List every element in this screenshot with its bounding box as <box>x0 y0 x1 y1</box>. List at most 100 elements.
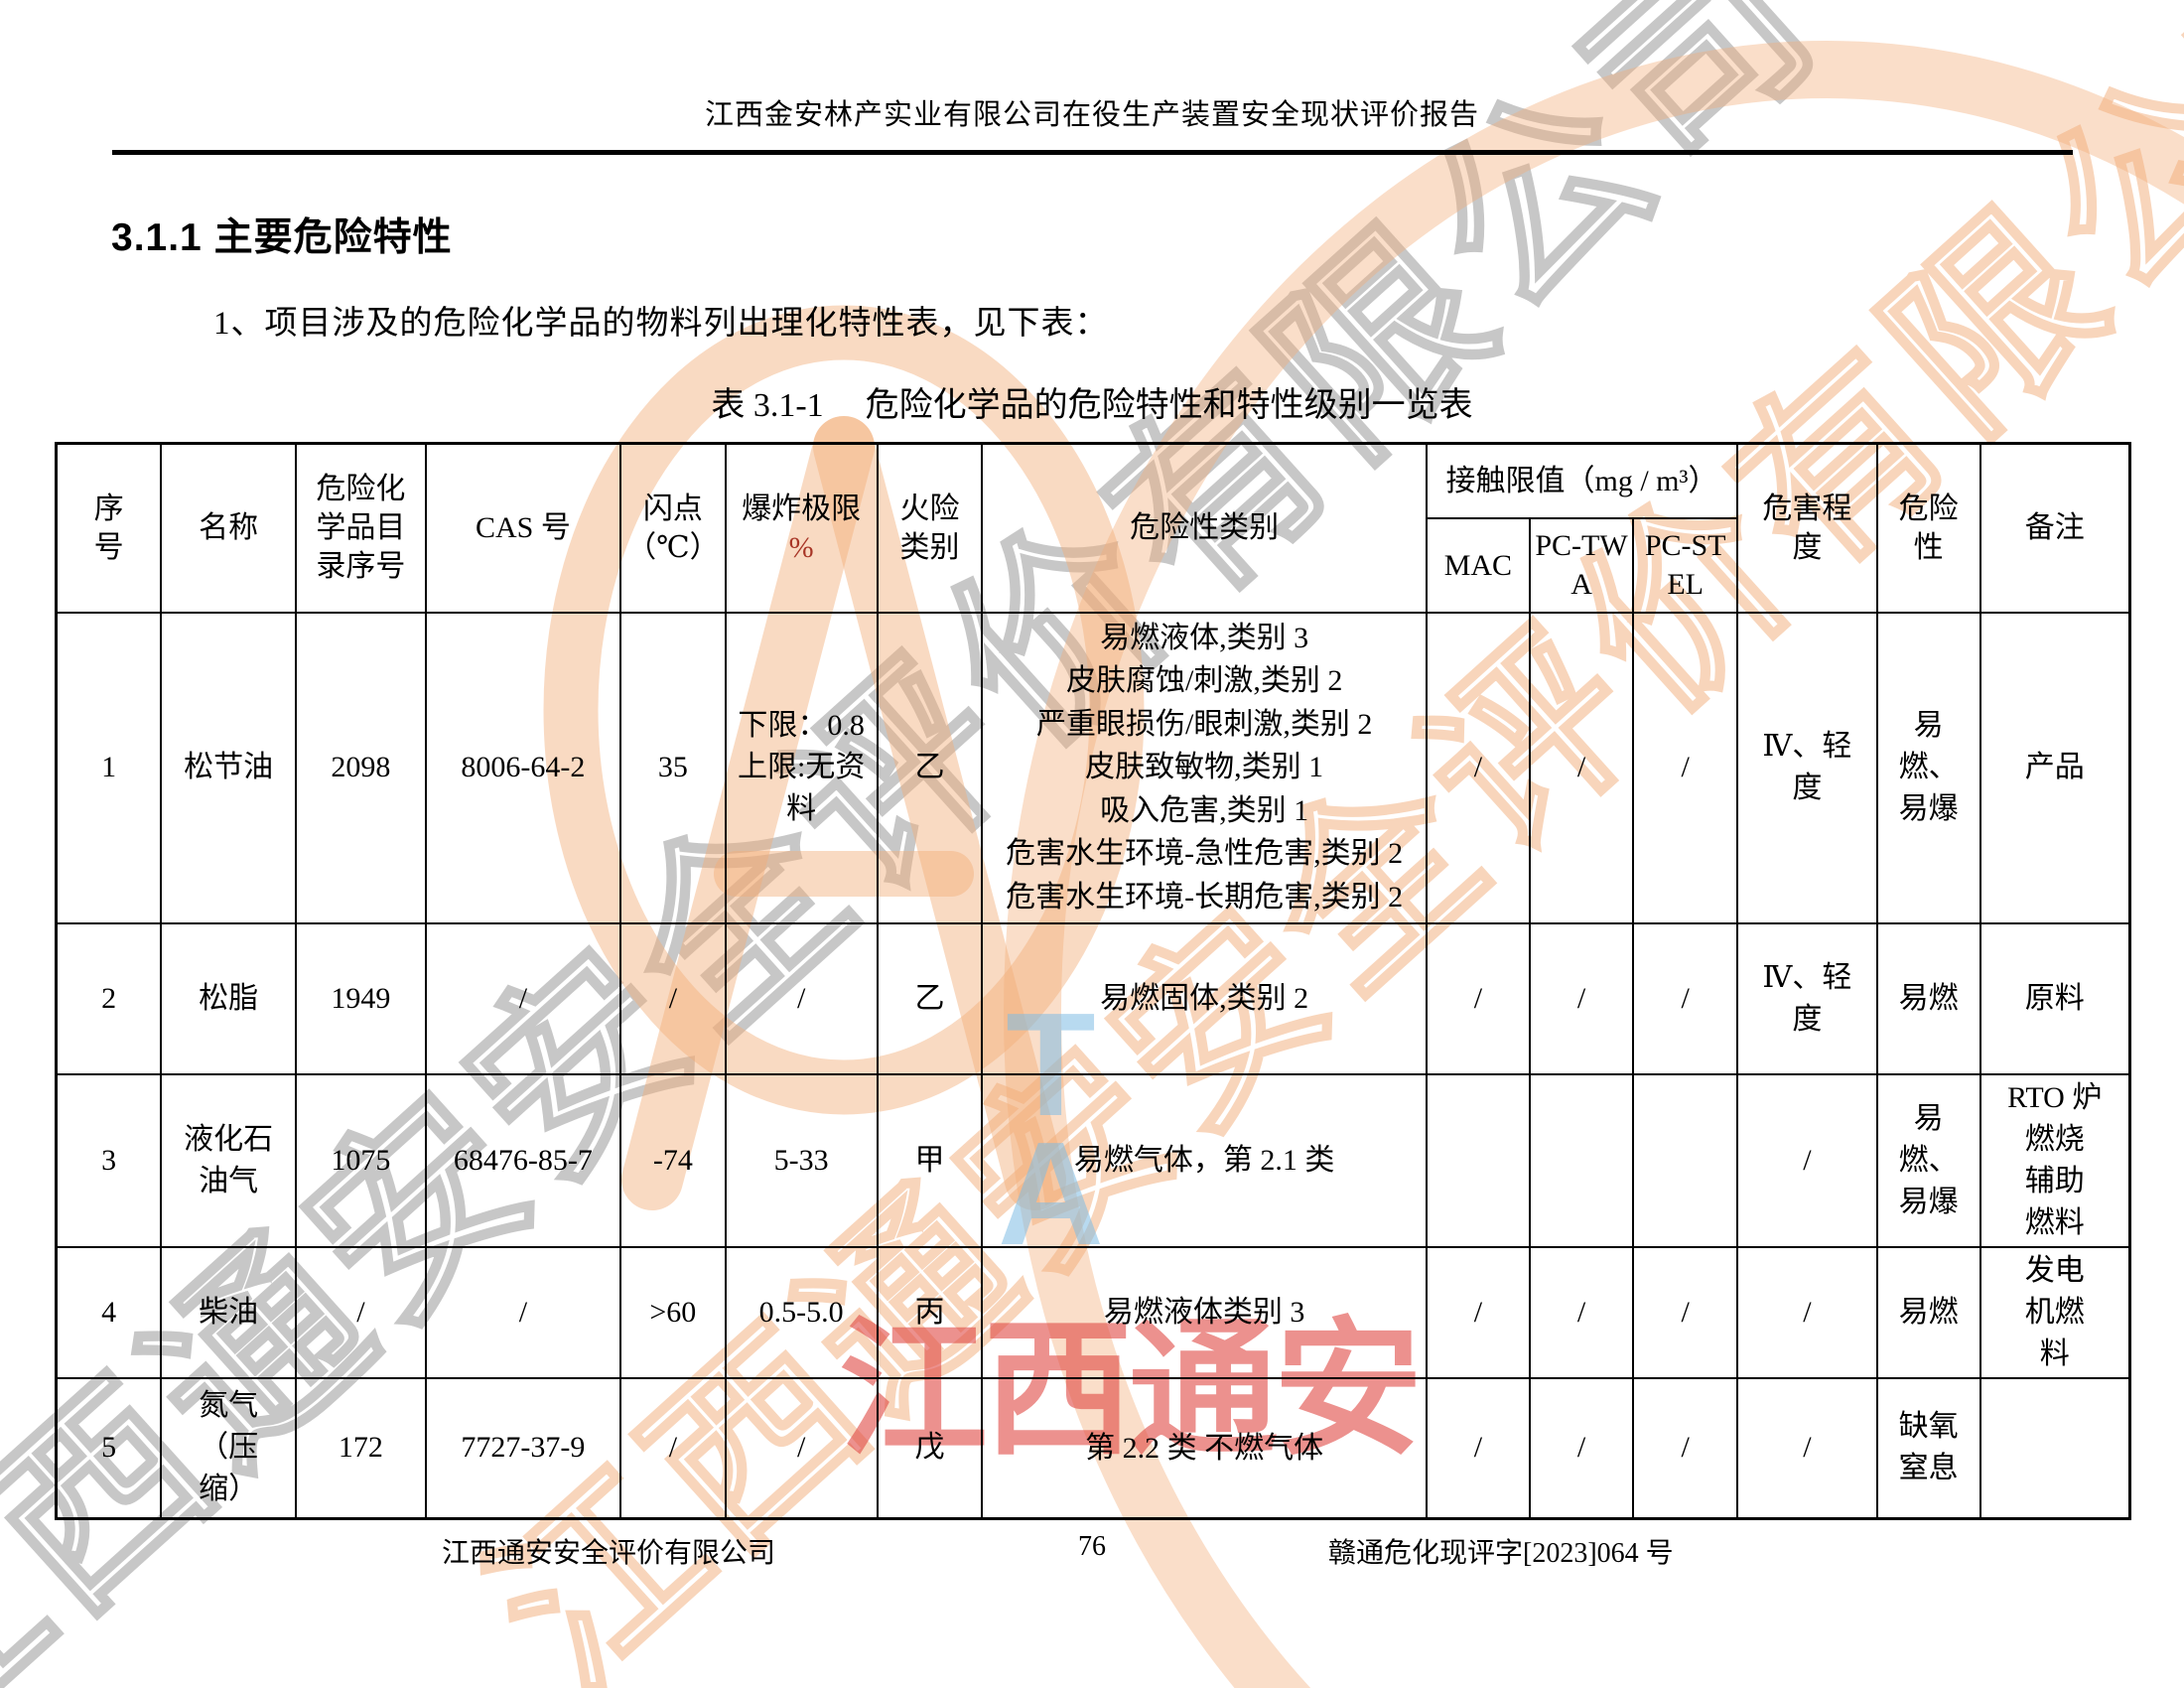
table-cell: / <box>1426 611 1531 924</box>
table-cell: / <box>619 921 727 1075</box>
table-caption-title: 危险化学品的危险特性和特性级别一览表 <box>865 387 1473 424</box>
table-row: 5 氮气 （压 缩） 172 7727-37-9 / / 戊 第 2.2 类 不… <box>55 1376 2131 1520</box>
table-row: 3 液化石 油气 1075 68476-85-7 -74 5-33 甲 易燃气体… <box>55 1072 2131 1248</box>
table-cell: / <box>724 1376 879 1520</box>
table-cell: 原料 <box>1979 921 2131 1075</box>
table-row: 2 松脂 1949 / / / 乙 易燃固体,类别 2 / / / Ⅳ、轻 度 … <box>55 921 2131 1075</box>
table-cell: / <box>1735 1072 1878 1248</box>
table-row: 4 柴油 / / >60 0.5-5.0 丙 易燃液体类别 3 / / / / … <box>55 1245 2131 1379</box>
table-cell: 易 燃、 易爆 <box>1875 1072 1981 1248</box>
table-cell: 易燃 <box>1875 921 1981 1075</box>
table-cell: / <box>1528 1376 1635 1520</box>
table-cell: / <box>1426 1245 1531 1379</box>
table-cell: 氮气 （压 缩） <box>160 1376 297 1520</box>
col-header-name: 名称 <box>160 442 297 614</box>
table-cell: 易 燃、 易爆 <box>1875 611 1981 924</box>
table-cell: / <box>1426 921 1531 1075</box>
table-cell: 松节油 <box>160 611 297 924</box>
table-cell: 68476-85-7 <box>424 1072 622 1248</box>
header-row-2: MAC PC-TW A PC-ST EL <box>57 516 2130 614</box>
col-header-mac: MAC <box>1426 516 1531 614</box>
table-cell <box>1426 1072 1531 1248</box>
col-header-danger: 危险 性 <box>1875 442 1981 614</box>
explosion-limit-unit: % <box>788 530 814 564</box>
table-cell <box>1979 1376 2131 1520</box>
table-cell: 乙 <box>876 611 984 924</box>
table-cell: 易燃固体,类别 2 <box>981 921 1429 1075</box>
col-header-pc-twa: PC-TW A <box>1528 516 1635 614</box>
table-cell: 5-33 <box>724 1072 879 1248</box>
col-header-seq: 序 号 <box>55 442 163 614</box>
table-cell: 3 <box>55 1072 163 1248</box>
footer-page-number: 76 <box>1078 1531 1106 1562</box>
table-cell: / <box>619 1376 727 1520</box>
table-cell: / <box>424 921 622 1075</box>
header-row-1: 序 号 名称 危险化 学品目 录序号 CAS 号 闪点 （℃） 爆炸极限% 火险… <box>55 442 2131 614</box>
table-cell: 易燃 <box>1875 1245 1981 1379</box>
col-header-remark: 备注 <box>1979 442 2131 614</box>
table-cell: / <box>1528 1245 1635 1379</box>
col-header-cas: CAS 号 <box>424 442 622 614</box>
col-header-exposure-limits: 接触限值（mg / m³） <box>1426 442 1738 519</box>
table-cell: 液化石 油气 <box>160 1072 297 1248</box>
table-cell: 松脂 <box>160 921 297 1075</box>
table-cell: / <box>1632 1376 1738 1520</box>
table-cell: / <box>1735 1376 1878 1520</box>
table-cell: 易燃气体，第 2.1 类 <box>981 1072 1429 1248</box>
col-header-fire-class: 火险 类别 <box>876 442 984 614</box>
footer-company: 江西通安安全评价有限公司 <box>442 1538 776 1569</box>
table-cell: / <box>1735 1245 1878 1379</box>
table-cell: RTO 炉 燃烧 辅助 燃料 <box>1979 1072 2131 1248</box>
col-header-harm-degree: 危害程 度 <box>1735 442 1878 614</box>
table-cell: 发电 机燃 料 <box>1979 1245 2131 1379</box>
table-cell <box>1528 1072 1635 1248</box>
table-cell: >60 <box>619 1245 727 1379</box>
col-header-explosion-limit: 爆炸极限% <box>724 442 879 614</box>
table-cell: 35 <box>619 611 727 924</box>
table-cell <box>1632 1072 1738 1248</box>
table-cell: 柴油 <box>160 1245 297 1379</box>
table-cell: 甲 <box>876 1072 984 1248</box>
table-caption: 表 3.1-1 危险化学品的危险特性和特性级别一览表 <box>0 377 2184 426</box>
table-cell: 易燃液体类别 3 <box>981 1245 1429 1379</box>
table-cell: 172 <box>295 1376 427 1520</box>
page-header-title: 江西金安林产实业有限公司在役生产装置安全现状评价报告 <box>704 99 1479 131</box>
table-row: 1 松节油 2098 8006-64-2 35 下限：0.8 上限:无资 料 乙… <box>55 611 2131 924</box>
hazard-characteristics-table: 序 号 名称 危险化 学品目 录序号 CAS 号 闪点 （℃） 爆炸极限% 火险… <box>55 442 2131 1520</box>
col-header-catalog: 危险化 学品目 录序号 <box>295 442 427 614</box>
intro-paragraph: 1、项目涉及的危险化学品的物料列出理化特性表，见下表： <box>213 306 1109 342</box>
section-title: 3.1.1 主要危险特性 <box>111 216 453 259</box>
table-cell: / <box>1426 1376 1531 1520</box>
footer-doc-number: 赣通危化现评字[2023]064 号 <box>1328 1538 1674 1569</box>
table-caption-number: 表 3.1-1 <box>711 387 824 424</box>
table-cell: 4 <box>55 1245 163 1379</box>
table-cell: 缺氧 窒息 <box>1875 1376 1981 1520</box>
table-cell: 1949 <box>295 921 427 1075</box>
table-cell: / <box>1632 921 1738 1075</box>
table-cell: / <box>424 1245 622 1379</box>
table-cell: / <box>1632 611 1738 924</box>
table-cell: 0.5-5.0 <box>724 1245 879 1379</box>
table-cell: 戊 <box>876 1376 984 1520</box>
table-cell: / <box>724 921 879 1075</box>
table-cell: / <box>295 1245 427 1379</box>
table-cell: / <box>1528 611 1635 924</box>
table-cell: 7727-37-9 <box>424 1376 622 1520</box>
table-cell: Ⅳ、轻 度 <box>1735 611 1878 924</box>
table-cell: 产品 <box>1979 611 2131 924</box>
col-header-flashpoint: 闪点 （℃） <box>619 442 727 614</box>
table-cell: -74 <box>619 1072 727 1248</box>
table-cell: 丙 <box>876 1245 984 1379</box>
col-header-hazard-class: 危险性类别 <box>981 442 1429 614</box>
table-cell: 1075 <box>295 1072 427 1248</box>
table-cell: 2 <box>55 921 163 1075</box>
table-cell: 第 2.2 类 不燃气体 <box>981 1376 1429 1520</box>
table-cell: / <box>1528 921 1635 1075</box>
col-header-pc-stel: PC-ST EL <box>1632 516 1738 614</box>
header-divider-rule <box>112 150 2073 155</box>
table-cell: 5 <box>55 1376 163 1520</box>
table-cell: 1 <box>55 611 163 924</box>
table-cell: 8006-64-2 <box>424 611 622 924</box>
